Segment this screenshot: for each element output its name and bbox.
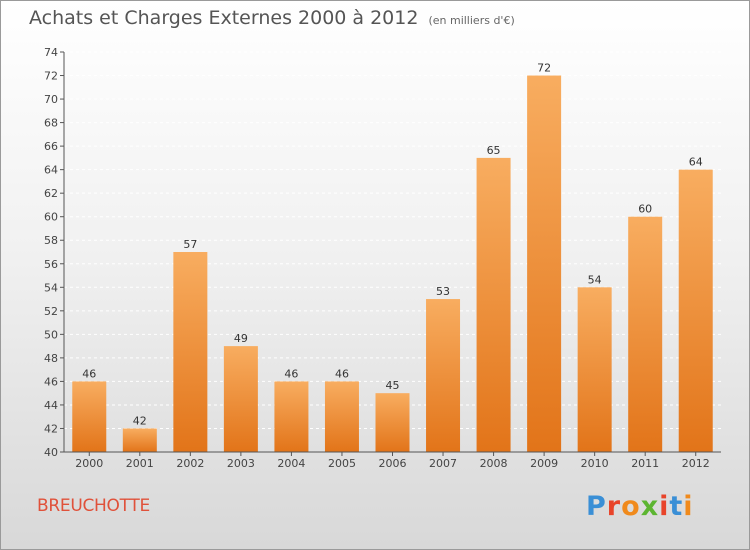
data-label: 46 <box>335 367 349 380</box>
x-tick-label: 2002 <box>176 457 204 470</box>
x-tick-label: 2000 <box>75 457 103 470</box>
x-tick-label: 2011 <box>631 457 659 470</box>
logo-letter: r <box>606 491 622 522</box>
x-tick-label: 2001 <box>126 457 154 470</box>
y-tick-label: 52 <box>44 305 58 318</box>
logo-letter: i <box>683 491 694 522</box>
y-tick-label: 66 <box>44 140 58 153</box>
y-tick-label: 56 <box>44 258 58 271</box>
bar <box>678 169 713 452</box>
place-name: BREUCHOTTE <box>37 496 150 516</box>
y-tick-label: 64 <box>44 164 58 177</box>
bar <box>274 381 309 452</box>
bar <box>628 216 663 452</box>
data-label: 65 <box>487 144 501 157</box>
x-tick-label: 2010 <box>581 457 609 470</box>
gridlines <box>64 51 721 429</box>
y-tick-label: 48 <box>44 352 58 365</box>
y-tick-label: 44 <box>44 399 58 412</box>
x-tick-label: 2005 <box>328 457 356 470</box>
bar <box>223 346 258 452</box>
bar <box>527 75 562 452</box>
bar <box>476 157 511 452</box>
y-tick-label: 72 <box>44 70 58 83</box>
x-tick-label: 2007 <box>429 457 457 470</box>
y-tick-label: 50 <box>44 328 58 341</box>
y-tick-label: 70 <box>44 93 58 106</box>
unit-label: (en milliers d'€) <box>428 14 515 27</box>
bar <box>577 287 612 452</box>
x-tick-label: 2003 <box>227 457 255 470</box>
logo-letter: x <box>640 491 660 522</box>
data-label: 64 <box>689 156 703 169</box>
bar <box>324 381 359 452</box>
data-label: 45 <box>386 379 400 392</box>
x-tick-label: 2009 <box>530 457 558 470</box>
data-label: 53 <box>436 285 450 298</box>
y-tick-label: 54 <box>44 281 58 294</box>
y-tick-label: 58 <box>44 234 58 247</box>
data-label: 46 <box>82 367 96 380</box>
y-tick-label: 42 <box>44 422 58 435</box>
logo-letter: i <box>659 491 670 522</box>
x-tick-label: 2008 <box>480 457 508 470</box>
logo-letter: P <box>586 491 607 522</box>
bars: 46 42 57 49 46 46 45 53 65 72 54 60 64 <box>72 62 713 452</box>
bar <box>72 381 107 452</box>
data-label: 49 <box>234 332 248 345</box>
data-label: 72 <box>537 62 551 75</box>
y-tick-label: 46 <box>44 375 58 388</box>
x-tick-label: 2012 <box>682 457 710 470</box>
bar <box>375 393 410 452</box>
bar <box>173 252 208 452</box>
title-text: Achats et Charges Externes 2000 à 2012 <box>29 7 419 29</box>
chart-title: Achats et Charges Externes 2000 à 2012 (e… <box>29 7 515 29</box>
x-tick-label: 2006 <box>379 457 407 470</box>
proxiti-logo[interactable]: Proxiti <box>586 491 694 522</box>
logo-letter: t <box>669 491 684 522</box>
logo-letter: o <box>621 491 641 522</box>
x-tick-label: 2004 <box>277 457 305 470</box>
y-tick-label: 68 <box>44 117 58 130</box>
bar <box>426 299 461 452</box>
data-label: 54 <box>588 273 602 286</box>
y-tick-label: 40 <box>44 446 58 459</box>
data-label: 57 <box>183 238 197 251</box>
bar <box>122 428 157 452</box>
axes: 40 42 44 46 48 50 52 54 56 58 60 62 64 66 68 70 72 74 2000… <box>44 46 721 470</box>
y-tick-label: 74 <box>44 46 58 59</box>
y-tick-label: 62 <box>44 187 58 200</box>
data-label: 42 <box>133 414 147 427</box>
data-label: 46 <box>284 367 298 380</box>
data-label: 60 <box>638 203 652 216</box>
y-tick-label: 60 <box>44 211 58 224</box>
